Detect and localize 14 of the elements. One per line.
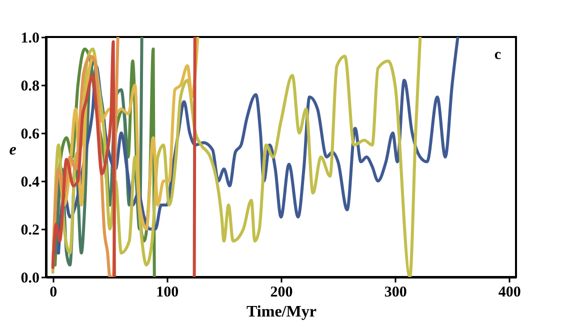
- y-tick-label: 0.4: [20, 174, 40, 190]
- x-tick-label: 100: [156, 284, 179, 300]
- y-tick-label: 0.8: [20, 78, 40, 94]
- annotation: c: [494, 47, 502, 63]
- x-tick-label: 400: [498, 284, 521, 300]
- x-axis-title: Time/Myr: [246, 304, 316, 320]
- y-tick-label: 1.0: [20, 30, 40, 46]
- x-tick-label: 200: [270, 284, 293, 300]
- y-tick-label: 0.6: [20, 126, 40, 142]
- x-tick-label: 0: [50, 284, 58, 300]
- y-axis-title: e: [9, 142, 16, 158]
- x-tick-label: 300: [384, 284, 407, 300]
- y-tick-label: 0.0: [20, 270, 40, 286]
- y-tick-label: 0.2: [20, 222, 40, 238]
